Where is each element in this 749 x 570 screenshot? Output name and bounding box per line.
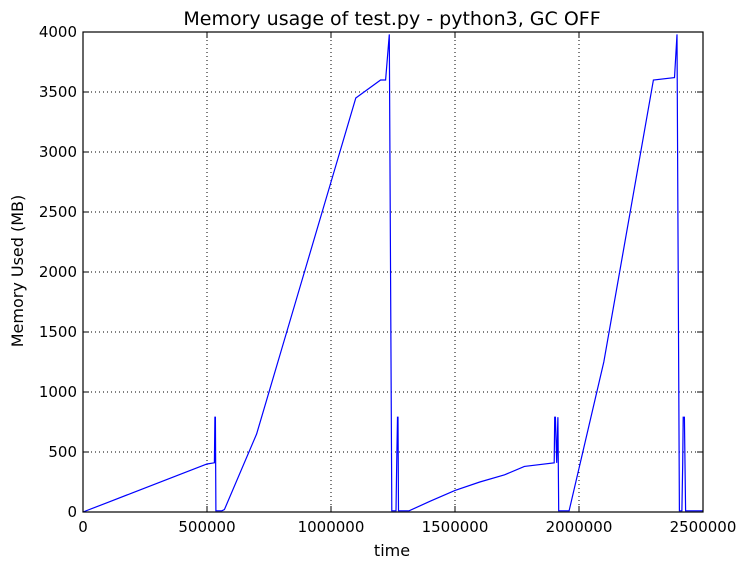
y-tick-label: 500 — [48, 443, 77, 461]
y-tick-label: 2500 — [39, 203, 77, 221]
series-line-memory — [82, 34, 703, 513]
x-tick-label: 500000 — [178, 518, 235, 536]
x-tick-label: 1000000 — [298, 518, 365, 536]
y-tick-label: 4000 — [39, 23, 77, 41]
x-tick-label: 2000000 — [546, 518, 613, 536]
chart-title: Memory usage of test.py - python3, GC OF… — [183, 8, 600, 30]
x-axis-label: time — [374, 541, 410, 560]
x-tick-label: 0 — [78, 518, 88, 536]
y-axis-label: Memory Used (MB) — [8, 195, 27, 348]
y-tick-label: 1500 — [39, 323, 77, 341]
y-tick-label: 3500 — [39, 83, 77, 101]
y-tick-label: 2000 — [39, 263, 77, 281]
y-tick-label: 1000 — [39, 383, 77, 401]
y-tick-label: 0 — [67, 503, 77, 521]
axis-ticks: 0 500000 1000000 1500000 2000000 2500000 0 500 1… — [39, 23, 737, 536]
y-tick-label: 3000 — [39, 143, 77, 161]
grid-lines — [82, 31, 704, 513]
x-tick-label: 2500000 — [670, 518, 737, 536]
x-tick-label: 1500000 — [422, 518, 489, 536]
